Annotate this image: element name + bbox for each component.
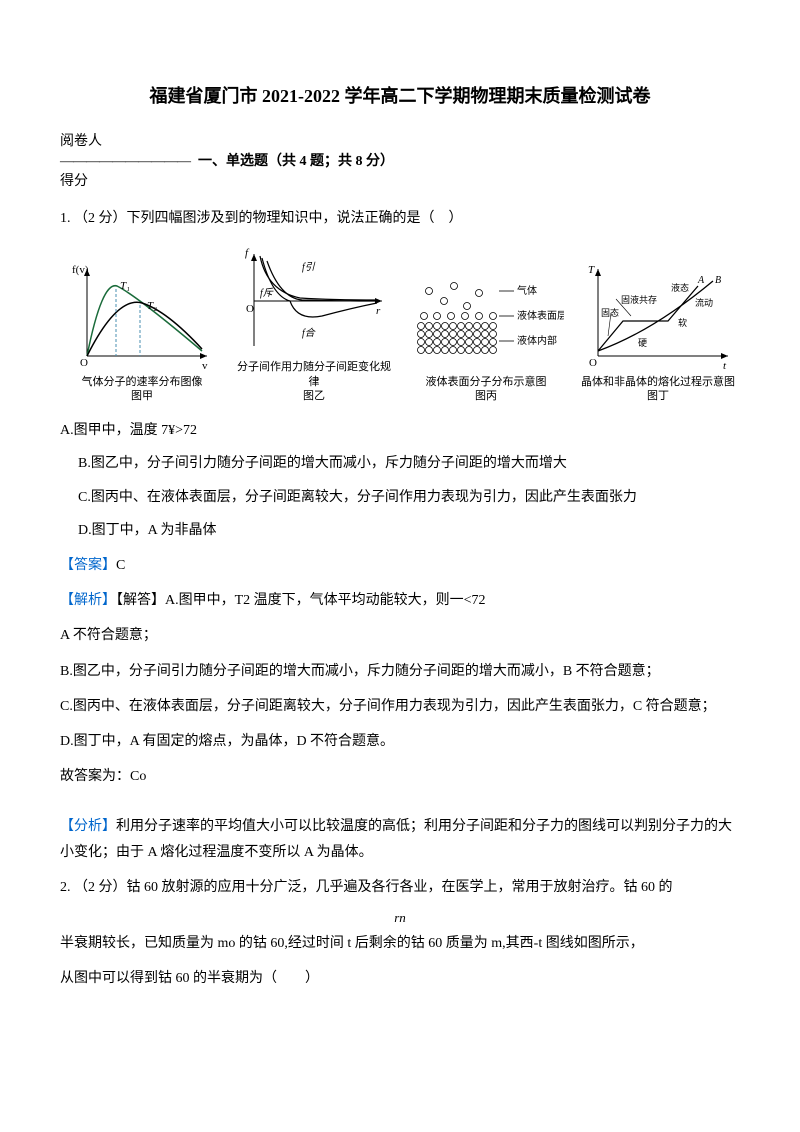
fig1-ylabel: f(v) [72, 264, 89, 276]
q1-conclusion: 故答案为：Co [60, 764, 740, 789]
fig2-f: f [245, 247, 250, 259]
fig1-xlabel: v [202, 360, 208, 371]
question-2: 2. （2 分）钴 60 放射源的应用十分广泛，几乎遍及各行各业，在医学上，常用… [60, 875, 740, 992]
fig4-liquid: 液态 [671, 282, 689, 293]
q1-line-b: B.图乙中，分子间引力随分子间距的增大而减小，斥力随分子间距的增大而减小，B 不… [60, 659, 740, 684]
fig3-inner: 液体内部 [517, 334, 557, 347]
fig2-fsum: f合 [302, 327, 316, 339]
figure-4-svg: T t O A B 液态 固液共存 固态 流动 软 硬 [583, 261, 733, 371]
fig2-fout: f斥 [260, 287, 274, 299]
q2-stem-1: 2. （2 分）钴 60 放射源的应用十分广泛，几乎遍及各行各业，在医学上，常用… [60, 875, 740, 900]
q1-analysis-intro: 【解析】【解答】A.图甲中，T2 温度下，气体平均动能较大，则一<72 [60, 588, 740, 613]
grader-label: 阅卷人 [60, 132, 190, 152]
fig2-r: r [376, 305, 381, 317]
q1-option-d: D.图丁中，A 为非晶体 [78, 518, 740, 543]
fig4-caption: 晶体和非晶体的熔化过程示意图图丁 [576, 375, 740, 404]
dashes: —————————— [60, 152, 190, 172]
fig1-t1: T₁ [120, 280, 130, 292]
figure-3: 气体 液体表面层 液体内部 液体表面分子分布示意图图丙 [404, 261, 568, 404]
fig2-fin: f引 [302, 261, 316, 273]
question-1: 1. （2 分）下列四幅图涉及到的物理知识中，说法正确的是（ ） f(v) v … [60, 206, 740, 865]
figure-4: T t O A B 液态 固液共存 固态 流动 软 硬 晶体和非晶体的熔化过程示… [576, 261, 740, 404]
fig2-caption: 分子间作用力随分子间距变化规律图乙 [232, 360, 396, 403]
section-header: 阅卷人 —————————— 得分 一、单选题（共 4 题；共 8 分） [60, 132, 740, 191]
q1-option-b: B.图乙中，分子间引力随分子间距的增大而减小，斥力随分子间距的增大而增大 [78, 451, 740, 476]
fig4-coexist: 固液共存 [621, 294, 657, 305]
fig3-surface: 液体表面层 [517, 309, 564, 322]
q1-stem: 1. （2 分）下列四幅图涉及到的物理知识中，说法正确的是（ ） [60, 206, 740, 231]
page-title: 福建省厦门市 2021-2022 学年高二下学期物理期末质量检测试卷 [60, 80, 740, 112]
q2-stem-2: 半衰期较长，已知质量为 mo 的钴 60,经过时间 t 后剩余的钴 60 质量为… [60, 931, 740, 956]
figure-2: f r O f引 f斥 f合 分子间作用力随分子间距变化规律图乙 [232, 246, 396, 403]
fig4-soft: 软 [678, 317, 687, 328]
fenxi-text: 利用分子速率的平均值大小可以比较温度的高低；利用分子间距和分子力的图线可以判别分… [60, 819, 732, 859]
answer-value: C [116, 558, 125, 573]
q1-line-c: C.图丙中、在液体表面层，分子间距离较大，分子间作用力表现为引力，因此产生表面张… [60, 694, 740, 719]
fig4-flow: 流动 [695, 297, 713, 308]
figure-1: f(v) v O T₁ T₂ 气体分子的速率分布图像图甲 [60, 261, 224, 404]
fig3-caption: 液体表面分子分布示意图图丙 [404, 375, 568, 404]
fenxi-label: 【分析】 [60, 819, 116, 834]
svg-text:O: O [80, 357, 88, 369]
answer-label: 【答案】 [60, 558, 116, 573]
figure-3-svg: 气体 液体表面层 液体内部 [409, 261, 564, 371]
fig4-hard: 硬 [638, 338, 647, 348]
fig4-solid: 固态 [601, 307, 619, 318]
fig3-gas: 气体 [517, 284, 537, 297]
figures-row: f(v) v O T₁ T₂ 气体分子的速率分布图像图甲 f r O [60, 246, 740, 403]
q1-option-a: A.图甲中，温度 7¥>72 [60, 418, 740, 443]
q1-line-d: D.图丁中，A 有固定的熔点，为晶体，D 不符合题意。 [60, 729, 740, 754]
analysis-intro-text: 【解答】A.图甲中，T2 温度下，气体平均动能较大，则一<72 [116, 593, 486, 608]
analysis-label: 【解析】 [60, 593, 116, 608]
q1-fenxi: 【分析】利用分子速率的平均值大小可以比较温度的高低；利用分子间距和分子力的图线可… [60, 814, 740, 864]
figure-1-svg: f(v) v O T₁ T₂ [72, 261, 212, 371]
q1-option-c: C.图丙中、在液体表面层，分子间距离较大，分子间作用力表现为引力，因此产生表面张… [78, 485, 740, 510]
svg-text:A: A [697, 275, 705, 286]
fig4-y: T [588, 264, 595, 276]
svg-text:B: B [715, 275, 721, 286]
svg-text:O: O [246, 303, 254, 315]
fig1-t2: T₂ [147, 300, 157, 312]
svg-text:O: O [589, 357, 597, 369]
fig4-x: t [723, 360, 727, 371]
figure-2-svg: f r O f引 f斥 f合 [242, 246, 387, 356]
q1-line-a-wrong: A 不符合题意； [60, 623, 740, 648]
q1-answer: 【答案】C [60, 553, 740, 578]
q2-rn: rn [60, 906, 740, 929]
score-label: 得分 [60, 172, 190, 192]
grader-block: 阅卷人 —————————— 得分 [60, 132, 190, 191]
fig1-caption: 气体分子的速率分布图像图甲 [60, 375, 224, 404]
section-title: 一、单选题（共 4 题；共 8 分） [198, 149, 394, 174]
q2-stem-3: 从图中可以得到钴 60 的半衰期为（ ） [60, 966, 740, 991]
